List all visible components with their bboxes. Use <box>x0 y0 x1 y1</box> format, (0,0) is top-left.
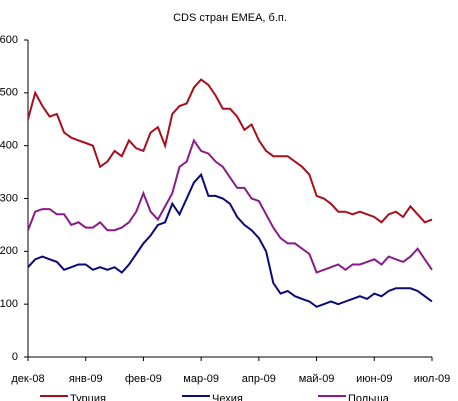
x-tick-label: июл-09 <box>414 373 450 385</box>
x-tick-label: мар-09 <box>183 373 219 385</box>
y-tick-label: 500 <box>0 87 18 99</box>
x-tick-label: дек-08 <box>11 373 44 385</box>
y-tick-label: 0 <box>12 351 18 363</box>
y-tick-label: 400 <box>0 140 18 152</box>
series-line <box>27 172 433 308</box>
legend-label: Турция <box>70 393 106 401</box>
y-tick-label: 200 <box>0 245 18 257</box>
y-tick-label: 300 <box>0 192 18 204</box>
legend-label: Чехия <box>212 393 243 401</box>
x-tick-label: фев-09 <box>125 373 162 385</box>
x-tick-label: июн-09 <box>356 373 392 385</box>
x-tick-label: янв-09 <box>69 373 103 385</box>
x-tick-label: апр-09 <box>242 373 276 385</box>
series-line <box>27 78 433 224</box>
legend-label: Польша <box>348 393 390 401</box>
x-tick-label: май-09 <box>299 373 335 385</box>
chart-title: CDS стран EMEA, б.п. <box>173 12 287 24</box>
y-tick-label: 100 <box>0 298 18 310</box>
series-line <box>27 138 433 274</box>
y-tick-label: 600 <box>0 34 18 46</box>
